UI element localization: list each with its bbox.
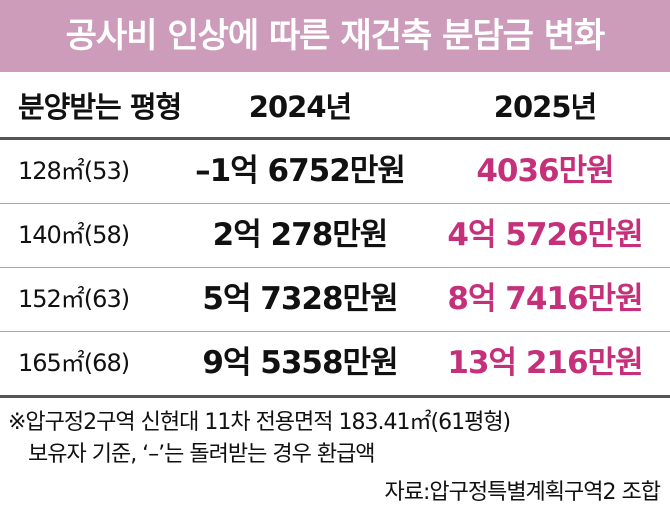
cell: 8억 7416만원 [447,281,643,317]
source: 자료:압구정특별계획구역2 조합 [384,480,661,505]
cell: –1억 6752만원 [195,153,406,189]
cell: 13억 216만원 [447,345,643,381]
title-bar [0,0,670,72]
column-header: 2025년 [493,90,597,124]
footnote: ※압구정2구역 신현대 11차 전용면적 183.41㎡(61평형) [8,410,511,435]
row-label: 140㎡(58) [18,221,130,249]
title: 공사비 인상에 따른 재건축 분담금 변화 [65,16,606,56]
cell: 2억 278만원 [212,217,389,253]
row-label: 152㎡(63) [18,285,130,313]
cell: 5억 7328만원 [202,281,398,317]
column-header: 2024년 [248,90,352,124]
cell: 9억 5358만원 [202,345,398,381]
table-rule [0,137,670,140]
cell: 4억 5726만원 [447,217,643,253]
row-separator [0,331,670,332]
row-label: 165㎡(68) [18,349,130,377]
cell: 4036만원 [476,153,614,189]
row-separator [0,267,670,268]
table-rule [0,395,670,398]
row-separator [0,203,670,204]
row-label: 128㎡(53) [18,157,130,185]
column-header: 분양받는 평형 [18,90,182,124]
footnote: 보유자 기준, ‘–’는 돌려받는 경우 환급액 [28,442,376,467]
